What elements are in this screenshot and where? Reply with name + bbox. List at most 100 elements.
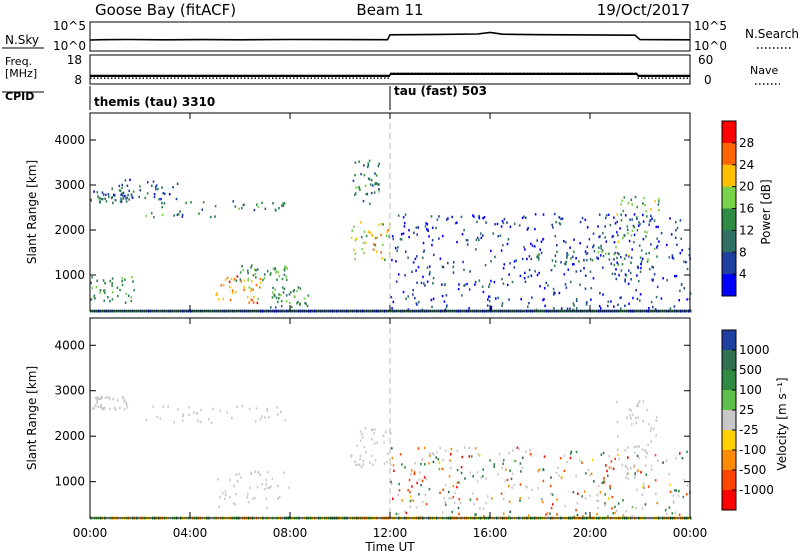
power-cell bbox=[430, 215, 433, 218]
velocity-cell bbox=[513, 483, 516, 487]
velocity-colorbar-tick-label: -100 bbox=[739, 443, 766, 457]
velocity-cell bbox=[199, 420, 202, 424]
power-cell bbox=[226, 276, 229, 280]
velocity-cell bbox=[585, 472, 587, 475]
velocity-cell bbox=[530, 454, 533, 457]
power-cell bbox=[163, 192, 166, 196]
velocity-cell bbox=[549, 512, 551, 515]
power-cell bbox=[651, 217, 653, 220]
velocity-cell bbox=[519, 483, 522, 486]
power-cell bbox=[662, 277, 664, 280]
power-cell bbox=[274, 267, 277, 270]
power-cell bbox=[482, 217, 484, 220]
velocity-cell bbox=[675, 457, 678, 460]
power-cell bbox=[253, 208, 256, 212]
velocity-cell bbox=[603, 481, 605, 484]
power-cell bbox=[589, 258, 592, 261]
power-cell bbox=[248, 286, 250, 289]
cpid-panel: CPID themis (tau) 3310 tau (fast) 503 bbox=[2, 84, 487, 110]
velocity-cell bbox=[444, 500, 446, 504]
power-cell bbox=[636, 297, 639, 301]
velocity-cell bbox=[559, 457, 562, 460]
velocity-cell bbox=[637, 404, 639, 407]
power-cell bbox=[607, 304, 609, 308]
power-cell bbox=[374, 236, 377, 240]
power-cell bbox=[397, 273, 400, 276]
power-cell bbox=[578, 260, 580, 263]
power-cell bbox=[528, 268, 531, 272]
power-cell bbox=[452, 271, 455, 274]
velocity-cell bbox=[570, 452, 572, 455]
velocity-cell bbox=[634, 476, 636, 480]
power-cell bbox=[474, 280, 477, 284]
power-cell bbox=[524, 271, 526, 275]
power-ytick-label: 2000 bbox=[54, 223, 85, 237]
power-cell bbox=[272, 202, 274, 205]
x-tick-label: 16:00 bbox=[473, 526, 508, 540]
power-cell bbox=[385, 234, 388, 237]
power-cell bbox=[631, 218, 633, 221]
power-cell bbox=[536, 254, 539, 257]
velocity-cell bbox=[156, 415, 159, 419]
power-cell bbox=[253, 295, 255, 299]
velocity-cell bbox=[408, 478, 411, 482]
velocity-cell bbox=[556, 513, 558, 516]
velocity-cell bbox=[428, 452, 431, 455]
power-cell bbox=[422, 275, 424, 279]
velocity-colorbar: 1000 500 100 25 -25 -100 -500 -1000 bbox=[721, 329, 774, 511]
power-cell bbox=[534, 270, 536, 273]
velocity-cell bbox=[501, 466, 503, 470]
power-cell bbox=[360, 235, 363, 239]
power-cell bbox=[633, 240, 635, 244]
velocity-cell bbox=[188, 413, 190, 417]
velocity-cell bbox=[491, 497, 493, 500]
power-cell bbox=[493, 280, 496, 284]
power-cell bbox=[478, 279, 481, 282]
power-cell bbox=[235, 279, 238, 282]
power-cell bbox=[652, 266, 654, 269]
power-colorbar-segment bbox=[722, 186, 736, 209]
power-cell bbox=[640, 266, 642, 270]
velocity-cell bbox=[365, 450, 367, 454]
power-cell bbox=[428, 235, 430, 238]
power-cell bbox=[111, 187, 113, 190]
velocity-cell bbox=[456, 485, 458, 489]
velocity-cell bbox=[362, 459, 365, 463]
power-cell bbox=[367, 177, 370, 180]
velocity-cell bbox=[678, 513, 681, 517]
nsearch-tick-top: 10^5 bbox=[694, 19, 727, 33]
velocity-cell bbox=[618, 457, 621, 461]
power-cell bbox=[461, 294, 463, 297]
power-cell bbox=[369, 202, 371, 205]
power-cell bbox=[542, 298, 544, 302]
power-colorbar-tick-label: 8 bbox=[739, 245, 747, 259]
power-cell bbox=[671, 256, 674, 259]
velocity-cell bbox=[498, 453, 501, 456]
power-cell bbox=[591, 259, 594, 262]
velocity-cell bbox=[415, 506, 418, 509]
power-cell bbox=[592, 232, 595, 235]
velocity-cell bbox=[644, 464, 647, 467]
power-cell bbox=[282, 291, 285, 294]
velocity-cell bbox=[608, 466, 611, 469]
power-cell bbox=[620, 255, 622, 259]
power-cell bbox=[130, 299, 133, 303]
velocity-cell bbox=[125, 403, 128, 407]
power-cell bbox=[277, 300, 279, 304]
velocity-cell bbox=[611, 507, 613, 510]
velocity-cell bbox=[452, 495, 455, 499]
velocity-cell bbox=[409, 495, 412, 498]
velocity-cell bbox=[558, 474, 560, 477]
power-cell bbox=[278, 293, 280, 296]
power-cell bbox=[543, 287, 546, 290]
freq-unit-label: [MHz] bbox=[5, 67, 37, 80]
velocity-cell bbox=[617, 453, 619, 457]
velocity-cell bbox=[428, 462, 430, 465]
velocity-cell bbox=[515, 459, 518, 463]
velocity-cell bbox=[210, 421, 213, 425]
power-cell bbox=[624, 280, 626, 283]
power-cell bbox=[278, 297, 280, 300]
power-colorbar-segment bbox=[722, 121, 736, 144]
velocity-cell bbox=[389, 463, 392, 466]
power-colorbar-segment bbox=[722, 142, 736, 166]
